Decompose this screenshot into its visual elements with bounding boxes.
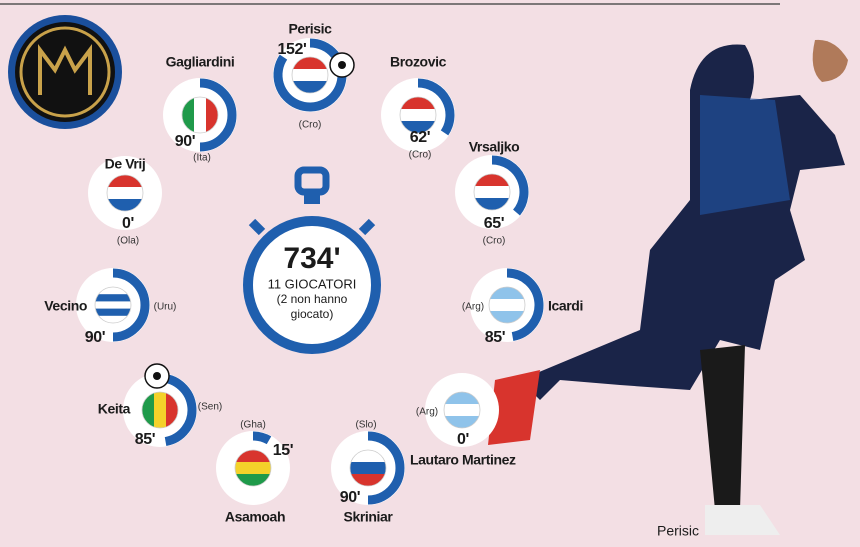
photo-caption: Perisic: [657, 523, 699, 539]
minutes-ring: [506, 268, 544, 341]
nationality: (Sen): [198, 402, 222, 413]
minutes-label: 152': [278, 41, 307, 58]
minutes-ring: [159, 373, 197, 446]
minutes-label: 85': [485, 329, 505, 346]
center-line: (2 non hanno: [277, 292, 348, 306]
players: Perisic 152' (Cro) Gagliardini 90' (Ita) Brozo…: [44, 21, 583, 525]
minutes-ring: [367, 431, 405, 505]
player-name: Perisic: [288, 21, 332, 37]
player-name: Asamoah: [225, 509, 285, 525]
minutes-ring: [112, 268, 150, 342]
player-name: Keita: [98, 401, 131, 417]
minutes-label: 62': [410, 129, 430, 146]
flag: [489, 287, 525, 323]
center-line: giocato): [291, 307, 334, 321]
nationality: (Cro): [483, 236, 506, 247]
flag: [350, 450, 386, 486]
flag: [95, 287, 131, 323]
nationality: (Cro): [299, 120, 322, 131]
flag: [292, 57, 328, 93]
stopwatch: [243, 166, 381, 354]
minutes-label: 90': [175, 133, 195, 150]
total-minutes: 734': [283, 242, 340, 275]
flag: [235, 450, 271, 486]
player-name: Skriniar: [344, 509, 394, 525]
minutes-label: 0': [122, 215, 134, 232]
flag: [400, 97, 436, 133]
nationality: (Ita): [193, 153, 211, 164]
nationality: (Arg): [416, 407, 438, 418]
flag: [444, 392, 480, 428]
flag: [142, 392, 178, 428]
club-logo: [8, 15, 122, 129]
minutes-ring: [417, 78, 455, 136]
minutes-label: 85': [135, 431, 155, 448]
flag: [182, 97, 218, 133]
player-name: De Vrij: [105, 156, 146, 172]
player-name: Vrsaljko: [469, 139, 520, 155]
minutes-label: 0': [457, 431, 469, 448]
nationality: (Cro): [409, 150, 432, 161]
player-name: Gagliardini: [166, 54, 235, 70]
player-photo: [488, 39, 848, 535]
minutes-label: 65': [484, 215, 504, 232]
minutes-ring: [199, 78, 237, 152]
player-name: Vecino: [44, 298, 87, 314]
nationality: (Ola): [117, 236, 139, 247]
player-name: Lautaro Martinez: [410, 452, 516, 468]
minutes-ring: [491, 155, 529, 216]
nationality: (Slo): [355, 420, 376, 431]
minutes-ring: [252, 431, 272, 445]
minutes-label: 90': [85, 329, 105, 346]
minutes-label: 90': [340, 489, 360, 506]
center-line: 11 GIOCATORI: [268, 276, 357, 291]
nationality: (Uru): [154, 302, 177, 313]
minutes-ring: [273, 38, 347, 112]
player-name: Brozovic: [390, 54, 447, 70]
flag: [107, 175, 143, 211]
flag: [474, 174, 510, 210]
player-name: Icardi: [548, 298, 583, 314]
nationality: (Gha): [240, 420, 266, 431]
minutes-label: 15': [273, 442, 293, 459]
nationality: (Arg): [462, 302, 484, 313]
